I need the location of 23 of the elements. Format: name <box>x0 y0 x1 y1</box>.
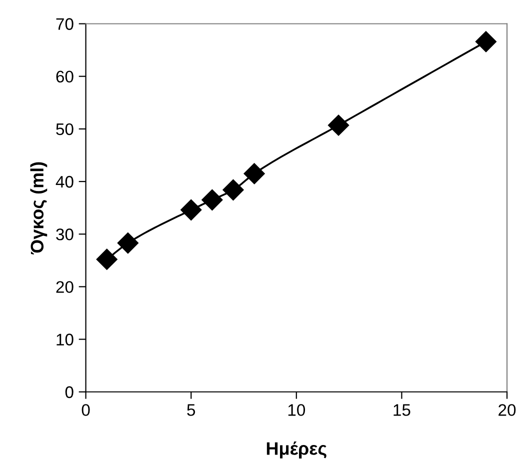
point <box>244 163 265 184</box>
point <box>328 114 350 136</box>
y-tick-label: 20 <box>56 281 74 293</box>
x-tick-label: 10 <box>288 404 306 416</box>
point <box>222 179 244 200</box>
y-tick-label: 40 <box>56 176 74 188</box>
point <box>180 199 202 220</box>
x-tick-label: 5 <box>187 404 196 416</box>
point <box>117 232 138 254</box>
x-tick-label: 20 <box>498 404 516 416</box>
point <box>475 31 496 52</box>
y-tick-label: 70 <box>56 18 74 30</box>
y-tick-label: 10 <box>56 334 74 346</box>
y-tick-label: 30 <box>56 228 74 240</box>
point <box>202 189 223 210</box>
y-axis-title: Όγκος (ml) <box>30 162 48 254</box>
point <box>96 248 118 270</box>
y-tick-label: 50 <box>56 123 74 136</box>
y-tick-label: 0 <box>65 386 74 398</box>
x-tick-label: 15 <box>394 404 410 416</box>
x-tick-label: 0 <box>82 404 90 416</box>
y-tick-label: 60 <box>56 70 74 83</box>
x-axis-title: Ημέρες <box>266 441 326 458</box>
